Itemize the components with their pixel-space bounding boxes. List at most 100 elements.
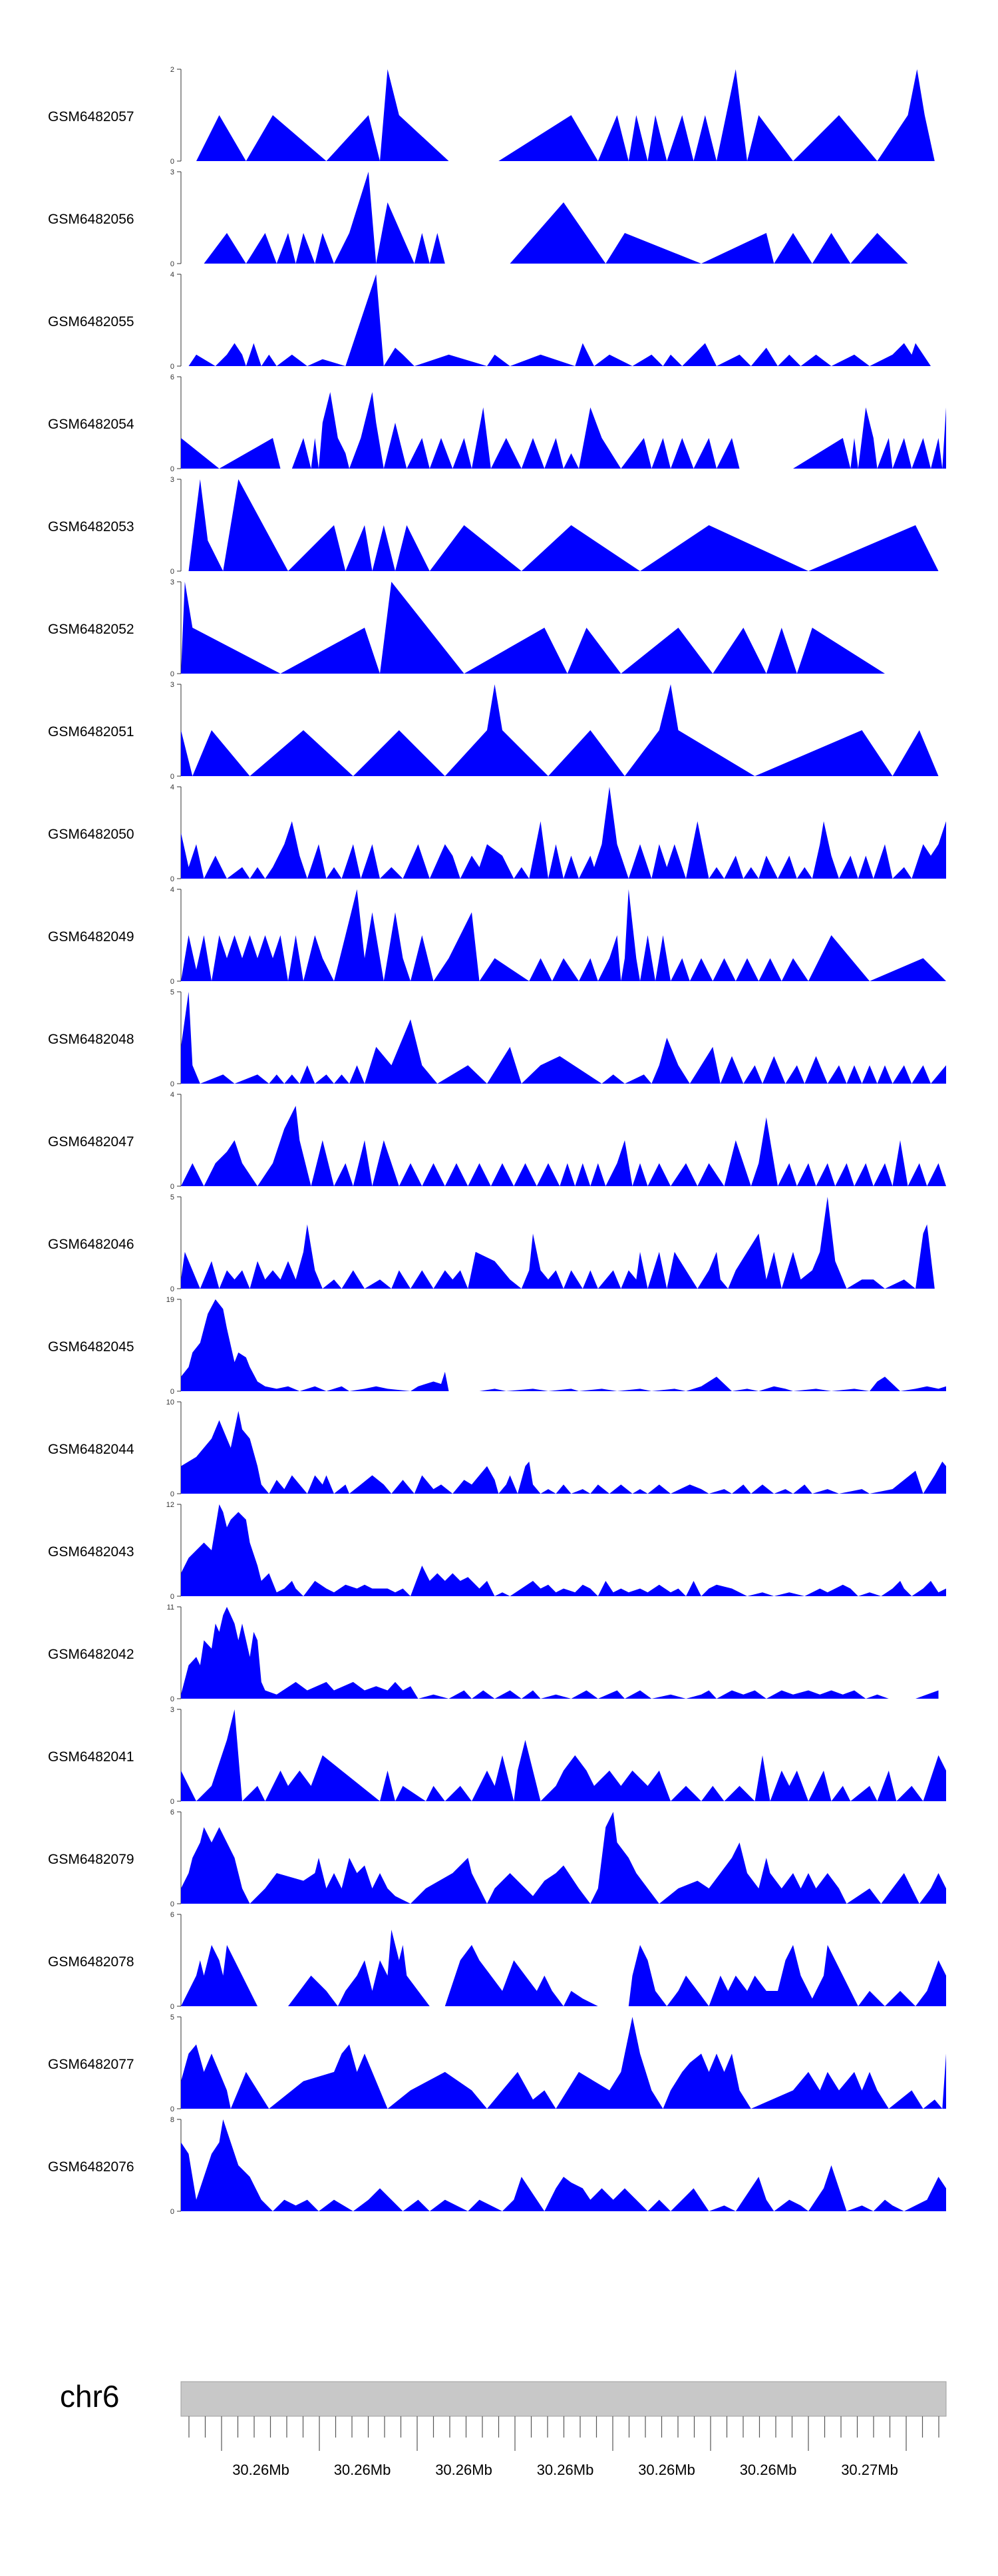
- coverage-area: [181, 787, 946, 879]
- axis-label: 30.27Mb: [841, 2462, 898, 2478]
- track: GSM6482057 2 0: [48, 66, 935, 166]
- track-label: GSM6482079: [48, 1852, 134, 1867]
- axis-label: 30.26Mb: [638, 2462, 695, 2478]
- track-ymax-label: 4: [170, 886, 174, 894]
- track: GSM6482052 3 0: [48, 578, 885, 678]
- track-ymax-label: 8: [170, 2116, 174, 2124]
- coverage-area: [181, 1812, 946, 1904]
- track-label: GSM6482044: [48, 1442, 134, 1457]
- track: GSM6482054 6 0: [48, 373, 946, 473]
- track-ymax-label: 5: [170, 988, 174, 996]
- track-label: GSM6482057: [48, 109, 134, 124]
- track-label: GSM6482056: [48, 212, 134, 227]
- track: GSM6482050 4 0: [48, 783, 946, 883]
- track: GSM6482048 5 0: [48, 988, 946, 1088]
- track-ymax-label: 11: [167, 1604, 174, 1611]
- track: GSM6482046 5 0: [48, 1193, 946, 1293]
- track: GSM6482078 6 0: [48, 1911, 946, 2011]
- track-ymax-label: 19: [166, 1296, 174, 1304]
- track-ymin-label: 0: [170, 1900, 174, 1908]
- track-ymax-label: 10: [166, 1398, 174, 1406]
- track-ymin-label: 0: [170, 1695, 174, 1703]
- coverage-area: [204, 172, 908, 264]
- track-ymax-label: 3: [170, 681, 174, 689]
- track-ymin-label: 0: [170, 1183, 174, 1191]
- genome-axis: 30.26Mb 30.26Mb 30.26Mb 30.26Mb 30.26Mb 30.26…: [232, 2462, 898, 2478]
- track-ymin-label: 0: [170, 1080, 174, 1088]
- chromosome-label: chr6: [60, 2379, 119, 2414]
- track-label: GSM6482046: [48, 1237, 134, 1252]
- track-label: GSM6482049: [48, 929, 134, 945]
- coverage-area: [196, 69, 935, 161]
- coverage-area: [181, 2017, 946, 2109]
- axis-label: 30.26Mb: [740, 2462, 797, 2478]
- track: GSM6482043 12 0: [48, 1501, 946, 1601]
- track: GSM6482051 3 0: [48, 681, 939, 781]
- coverage-area: [181, 2119, 946, 2211]
- coverage-area: [181, 992, 946, 1084]
- axis-label: 30.26Mb: [334, 2462, 391, 2478]
- coverage-area: [181, 582, 885, 674]
- track: GSM6482056 3 0: [48, 168, 908, 268]
- track-ymax-label: 4: [170, 1091, 174, 1099]
- track-ymax-label: 3: [170, 1706, 174, 1714]
- track: GSM6482044 10 0: [48, 1398, 946, 1498]
- track-label: GSM6482055: [48, 314, 134, 329]
- track-label: GSM6482045: [48, 1339, 134, 1355]
- coverage-area: [181, 1607, 939, 1699]
- track: GSM6482047 4 0: [48, 1091, 946, 1191]
- track-ymin-label: 0: [170, 2105, 174, 2113]
- track: GSM6482053 3 0: [48, 476, 939, 576]
- track-ymax-label: 5: [170, 2014, 174, 2022]
- track-ymax-label: 2: [170, 66, 174, 74]
- track: GSM6482077 5 0: [48, 2014, 946, 2113]
- track-ymin-label: 0: [170, 875, 174, 883]
- track-label: GSM6482042: [48, 1647, 134, 1662]
- track-label: GSM6482043: [48, 1544, 134, 1560]
- track-ymax-label: 4: [170, 783, 174, 791]
- track-ymin-label: 0: [170, 1798, 174, 1806]
- track-ymin-label: 0: [170, 978, 174, 986]
- track-ymax-label: 3: [170, 168, 174, 176]
- track: GSM6482055 4 0: [48, 271, 931, 371]
- track-ymin-label: 0: [170, 568, 174, 576]
- track-ymin-label: 0: [170, 1285, 174, 1293]
- coverage-area: [181, 1197, 946, 1289]
- chromosome-ideogram: chr6: [60, 2379, 947, 2451]
- track-ymin-label: 0: [170, 773, 174, 781]
- coverage-area: [181, 1930, 946, 2006]
- track: GSM6482049 4 0: [48, 886, 946, 986]
- track-label: GSM6482054: [48, 417, 134, 432]
- chromosome-bar: [180, 2381, 947, 2417]
- track-label: GSM6482052: [48, 622, 134, 637]
- track-ymax-label: 3: [170, 578, 174, 586]
- track-ymin-label: 0: [170, 670, 174, 678]
- coverage-area: [188, 274, 931, 366]
- coverage-area: [181, 684, 939, 776]
- axis-label: 30.26Mb: [435, 2462, 492, 2478]
- coverage-area: [181, 392, 946, 469]
- track: GSM6482045 19 0: [48, 1296, 946, 1396]
- track-label: GSM6482048: [48, 1032, 134, 1047]
- coverage-area: [181, 1106, 946, 1186]
- track-ymin-label: 0: [170, 2003, 174, 2011]
- track-ymax-label: 4: [170, 271, 174, 279]
- track-ymin-label: 0: [170, 1593, 174, 1601]
- track-ymin-label: 0: [170, 2208, 174, 2216]
- track-label: GSM6482053: [48, 519, 134, 535]
- tracks-group: GSM648205720GSM648205630GSM648205540GSM6…: [48, 66, 946, 2216]
- track-label: GSM6482051: [48, 724, 134, 740]
- track-ymin-label: 0: [170, 465, 174, 473]
- track-label: GSM6482041: [48, 1749, 134, 1765]
- track-label: GSM6482076: [48, 2159, 134, 2175]
- track-ymin-label: 0: [170, 1388, 174, 1396]
- track-ymin-label: 0: [170, 158, 174, 166]
- coverage-area: [181, 889, 946, 981]
- track-ymax-label: 6: [170, 373, 174, 381]
- track-ymin-label: 0: [170, 260, 174, 268]
- track-ymax-label: 5: [170, 1193, 174, 1201]
- coverage-area: [181, 1504, 946, 1596]
- track-label: GSM6482047: [48, 1134, 134, 1150]
- coverage-area: [181, 1299, 946, 1391]
